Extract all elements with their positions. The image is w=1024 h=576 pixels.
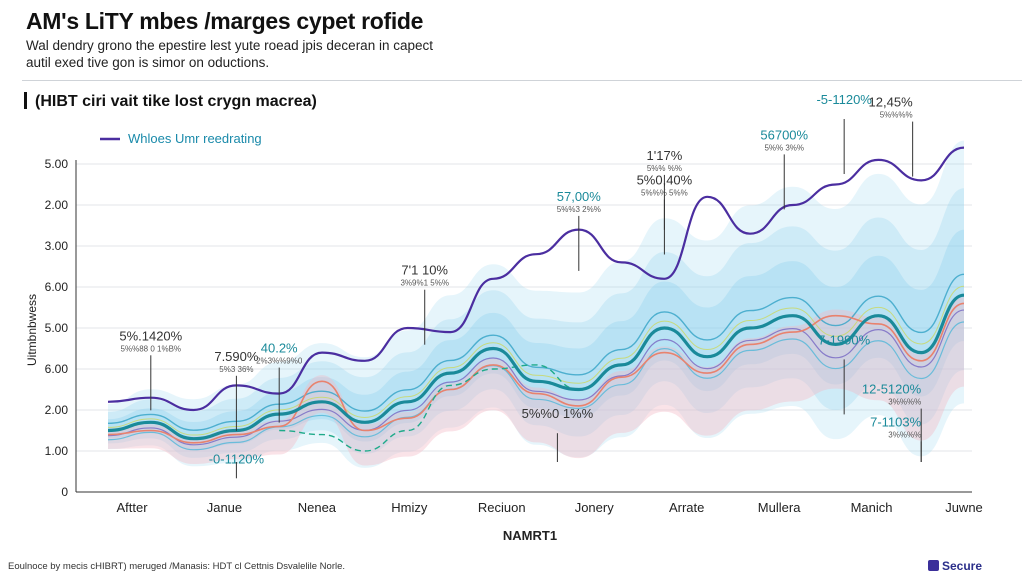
annotation-label: -5-1120% <box>816 92 872 107</box>
annotation-sublabel: 3%%%% <box>888 430 921 439</box>
annotation-label: 5%0,40% <box>637 173 693 188</box>
section-bar <box>24 92 27 109</box>
annotation-sublabel: 5%3 36% <box>219 365 253 374</box>
x-tick-label: Arrate <box>669 500 704 515</box>
annotation-sublabel: 3%%%% <box>888 398 921 407</box>
annotation-label: 7'1 10% <box>401 263 448 278</box>
axes: 5.00 2.00 3.00 6.00 5.00 6.00 2.00 1.00 0 Aftter J… <box>25 157 983 543</box>
x-tick-label: Janue <box>207 500 242 515</box>
confidence-bands <box>108 140 964 468</box>
annotation-sublabel: 5%% 3%% <box>764 143 804 152</box>
y-tick-label: 3.00 <box>45 239 69 253</box>
pink-band <box>108 297 964 466</box>
annotations: 5%.1420%5%%88 0 1%B% 7.590%5%3 36% 40.2%2%… <box>119 92 922 479</box>
x-tick-label: Reciuon <box>478 500 526 515</box>
annotation-label: 5%%0 1%% <box>522 406 594 421</box>
annotation-label: 57,00% <box>557 189 602 204</box>
brand-icon <box>928 560 939 571</box>
annotation-label: 12,45% <box>869 95 914 110</box>
x-tick-label: Manich <box>851 500 893 515</box>
blue-band <box>108 140 964 468</box>
y-tick-label: 2.00 <box>45 403 69 417</box>
x-tick-label: Nenea <box>298 500 337 515</box>
x-tick-label: Mullera <box>758 500 801 515</box>
blue-band <box>108 188 964 458</box>
annotation-sublabel: 5%%3 2%% <box>557 205 601 214</box>
chart-subtitle: Wal dendry grono the epestire lest yute … <box>26 37 546 71</box>
x-tick-label: Hmizy <box>391 500 428 515</box>
minor-series-line <box>107 321 965 451</box>
legend: Whloes Umr reedrating <box>100 131 262 146</box>
green-dashed-line <box>279 364 579 452</box>
annotation-label: 56700% <box>760 127 808 142</box>
annotation-label: 5%.1420% <box>119 328 182 343</box>
salmon-series-line <box>107 302 965 444</box>
chart-title: AM's LiTY mbes /marges cypet rofide <box>26 8 424 34</box>
subtitle-line-2: autil exed tive gon is simor on oduction… <box>26 55 270 70</box>
annotation-label: 40.2% <box>261 341 298 356</box>
annotation-sublabel: 5%%% 5%% <box>641 189 688 198</box>
annotation-sublabel: 2%3%%9%0 <box>256 357 303 366</box>
series-lines <box>107 146 965 452</box>
header-divider <box>22 80 1022 81</box>
minor-series-line <box>107 273 965 431</box>
blue-band <box>108 229 964 451</box>
y-tick-label: 5.00 <box>45 321 69 335</box>
y-tick-label: 2.00 <box>45 198 69 212</box>
annotation-label: 12-5120% <box>862 382 922 397</box>
source-footnote: Eoulnoce by mecis cHIBRT) meruged /Manas… <box>8 561 346 572</box>
minor-series-line <box>107 309 965 446</box>
annotation-sublabel: 5%%88 0 1%B% <box>121 344 181 353</box>
y-tick-label: 5.00 <box>45 157 69 171</box>
legend-label: Whloes Umr reedrating <box>128 131 262 146</box>
annotation-label: 7-1990% <box>818 332 870 347</box>
y-tick-label: 1.00 <box>45 444 69 458</box>
annotation-label: 7-1103% <box>870 414 922 429</box>
purple-series-line <box>107 146 965 412</box>
teal-series-line <box>107 293 965 441</box>
annotation-label: 1'17% <box>647 148 683 163</box>
x-tick-label: Jonery <box>575 500 615 515</box>
annotation-sublabel: 5%%%% <box>880 111 913 120</box>
y-tick-label: 6.00 <box>45 280 69 294</box>
x-axis-label: NAMRT1 <box>503 528 557 543</box>
annotation-label: -0-1120% <box>209 451 265 466</box>
section-heading: (HIBT ciri vait tike lost crygn macrea) <box>24 92 317 111</box>
subtitle-line-1: Wal dendry grono the epestire lest yute … <box>26 38 433 53</box>
annotation-label: 7.590% <box>214 349 259 364</box>
brand-logo: Secure <box>928 559 982 573</box>
annotation-sublabel: 5%% %% <box>647 164 682 173</box>
annotation-sublabel: 3%9%1 5%% <box>400 279 448 288</box>
x-tick-label: Aftter <box>116 500 148 515</box>
y-tick-label: 6.00 <box>45 362 69 376</box>
y-axis-label: Uitmbnbwess <box>25 294 39 366</box>
brand-name: Secure <box>942 559 983 573</box>
minor-series-line <box>107 285 965 436</box>
x-tick-label: Juwne <box>945 500 983 515</box>
y-tick-label: 0 <box>61 485 68 499</box>
section-heading-text: (HIBT ciri vait tike lost crygn macrea) <box>35 93 317 110</box>
